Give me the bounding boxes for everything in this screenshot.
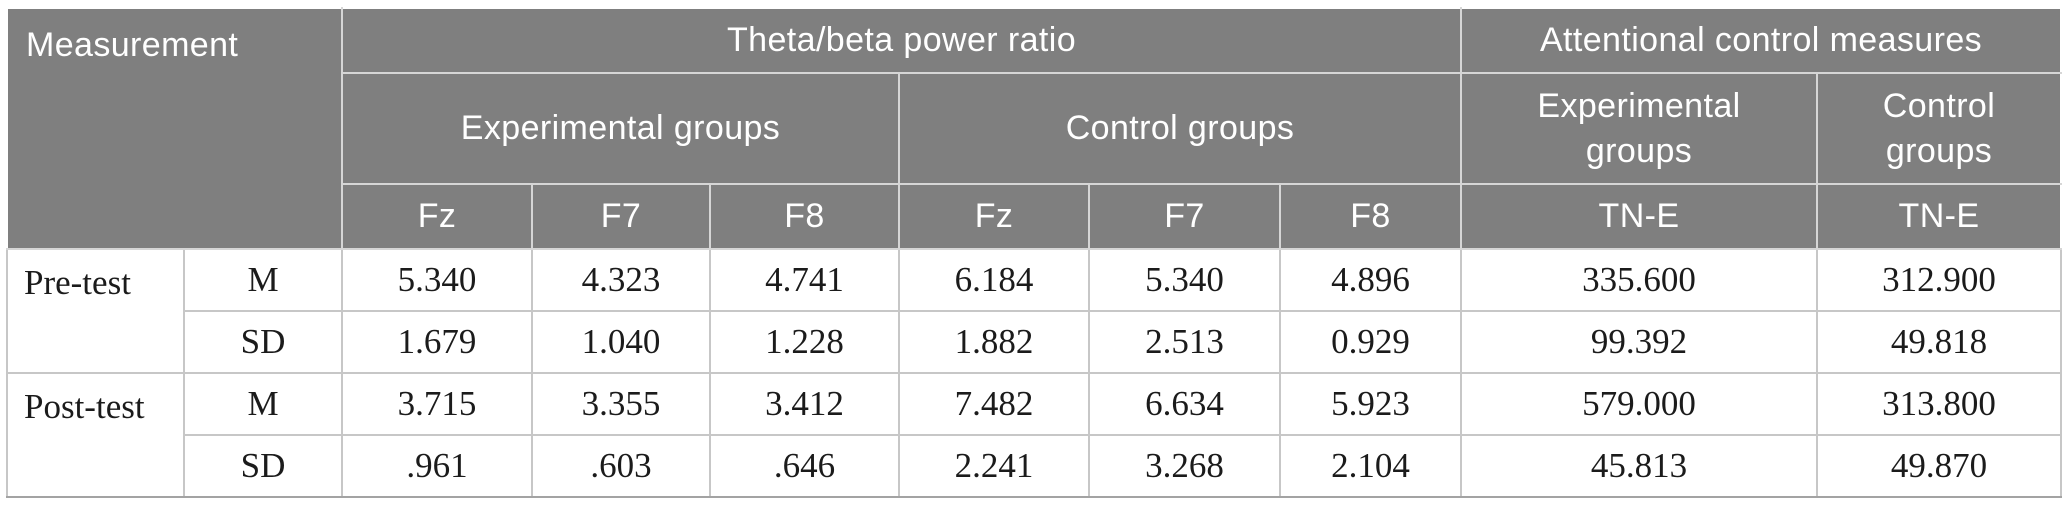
- stat-label-cell: SD: [183, 434, 343, 498]
- value-cell: 6.634: [1088, 372, 1281, 436]
- col-header-f8-control: F8: [1279, 183, 1462, 250]
- measurement-table-container: Measurement Theta/beta power ratio Atten…: [6, 7, 2062, 498]
- value-cell: 4.896: [1279, 248, 1462, 312]
- value-cell: 3.715: [341, 372, 533, 436]
- header-attentional-control-measures: Attentional control measures: [1460, 7, 2062, 74]
- value-cell: 7.482: [898, 372, 1090, 436]
- header-attentional-experimental-groups: Experimental groups: [1460, 72, 1818, 185]
- value-cell: 4.741: [709, 248, 900, 312]
- stat-label-cell: SD: [183, 310, 343, 374]
- value-cell: 4.323: [531, 248, 711, 312]
- value-cell: 49.818: [1816, 310, 2062, 374]
- value-cell: 3.268: [1088, 434, 1281, 498]
- header-row-2: Experimental groups Control groups Exper…: [7, 72, 2062, 185]
- value-cell: 1.040: [531, 310, 711, 374]
- stat-label-cell: M: [183, 372, 343, 436]
- header-theta-experimental-groups: Experimental groups: [341, 72, 900, 185]
- value-cell: 5.340: [1088, 248, 1281, 312]
- header-measurement: Measurement: [6, 7, 343, 250]
- header-row-3: Fz F7 F8 Fz F7 F8 TN-E TN-E: [7, 183, 2062, 250]
- value-cell: .646: [709, 434, 900, 498]
- header-row-1: Measurement Theta/beta power ratio Atten…: [6, 7, 2062, 250]
- value-cell: 2.104: [1279, 434, 1462, 498]
- table-row-pretest-sd: SD 1.679 1.040 1.228 1.882 2.513 0.929 9…: [7, 310, 2062, 374]
- header-attentional-control-groups: Control groups: [1816, 72, 2062, 185]
- header-theta-beta-power-ratio: Theta/beta power ratio: [341, 7, 1462, 74]
- value-cell: 1.228: [709, 310, 900, 374]
- value-cell: 1.679: [341, 310, 533, 374]
- row-header-pre-test: Pre-test: [6, 248, 185, 374]
- value-cell: 5.340: [341, 248, 533, 312]
- value-cell: 49.870: [1816, 434, 2062, 498]
- value-cell: 5.923: [1279, 372, 1462, 436]
- measurement-table: Measurement Theta/beta power ratio Atten…: [6, 7, 2062, 498]
- row-header-post-test: Post-test: [6, 372, 185, 498]
- table-row-pretest-m: Pre-test M 5.340 4.323 4.741 6.184 5.340…: [6, 248, 2062, 374]
- col-header-fz-control: Fz: [898, 183, 1090, 250]
- col-header-f8-experimental: F8: [709, 183, 900, 250]
- value-cell: 6.184: [898, 248, 1090, 312]
- value-cell: 579.000: [1460, 372, 1818, 436]
- col-header-f7-control: F7: [1088, 183, 1281, 250]
- value-cell: 313.800: [1816, 372, 2062, 436]
- col-header-f7-experimental: F7: [531, 183, 711, 250]
- value-cell: 0.929: [1279, 310, 1462, 374]
- value-cell: 2.513: [1088, 310, 1281, 374]
- value-cell: 1.882: [898, 310, 1090, 374]
- value-cell: 99.392: [1460, 310, 1818, 374]
- col-header-tne-experimental: TN-E: [1460, 183, 1818, 250]
- value-cell: .961: [341, 434, 533, 498]
- value-cell: 45.813: [1460, 434, 1818, 498]
- value-cell: 3.412: [709, 372, 900, 436]
- col-header-tne-control: TN-E: [1816, 183, 2062, 250]
- header-theta-control-groups: Control groups: [898, 72, 1462, 185]
- value-cell: 2.241: [898, 434, 1090, 498]
- stat-label-cell: M: [183, 248, 343, 312]
- table-row-posttest-m: Post-test M 3.715 3.355 3.412 7.482 6.63…: [6, 372, 2062, 498]
- value-cell: 312.900: [1816, 248, 2062, 312]
- table-row-posttest-sd: SD .961 .603 .646 2.241 3.268 2.104 45.8…: [7, 434, 2062, 498]
- value-cell: 3.355: [531, 372, 711, 436]
- value-cell: 335.600: [1460, 248, 1818, 312]
- col-header-fz-experimental: Fz: [341, 183, 533, 250]
- value-cell: .603: [531, 434, 711, 498]
